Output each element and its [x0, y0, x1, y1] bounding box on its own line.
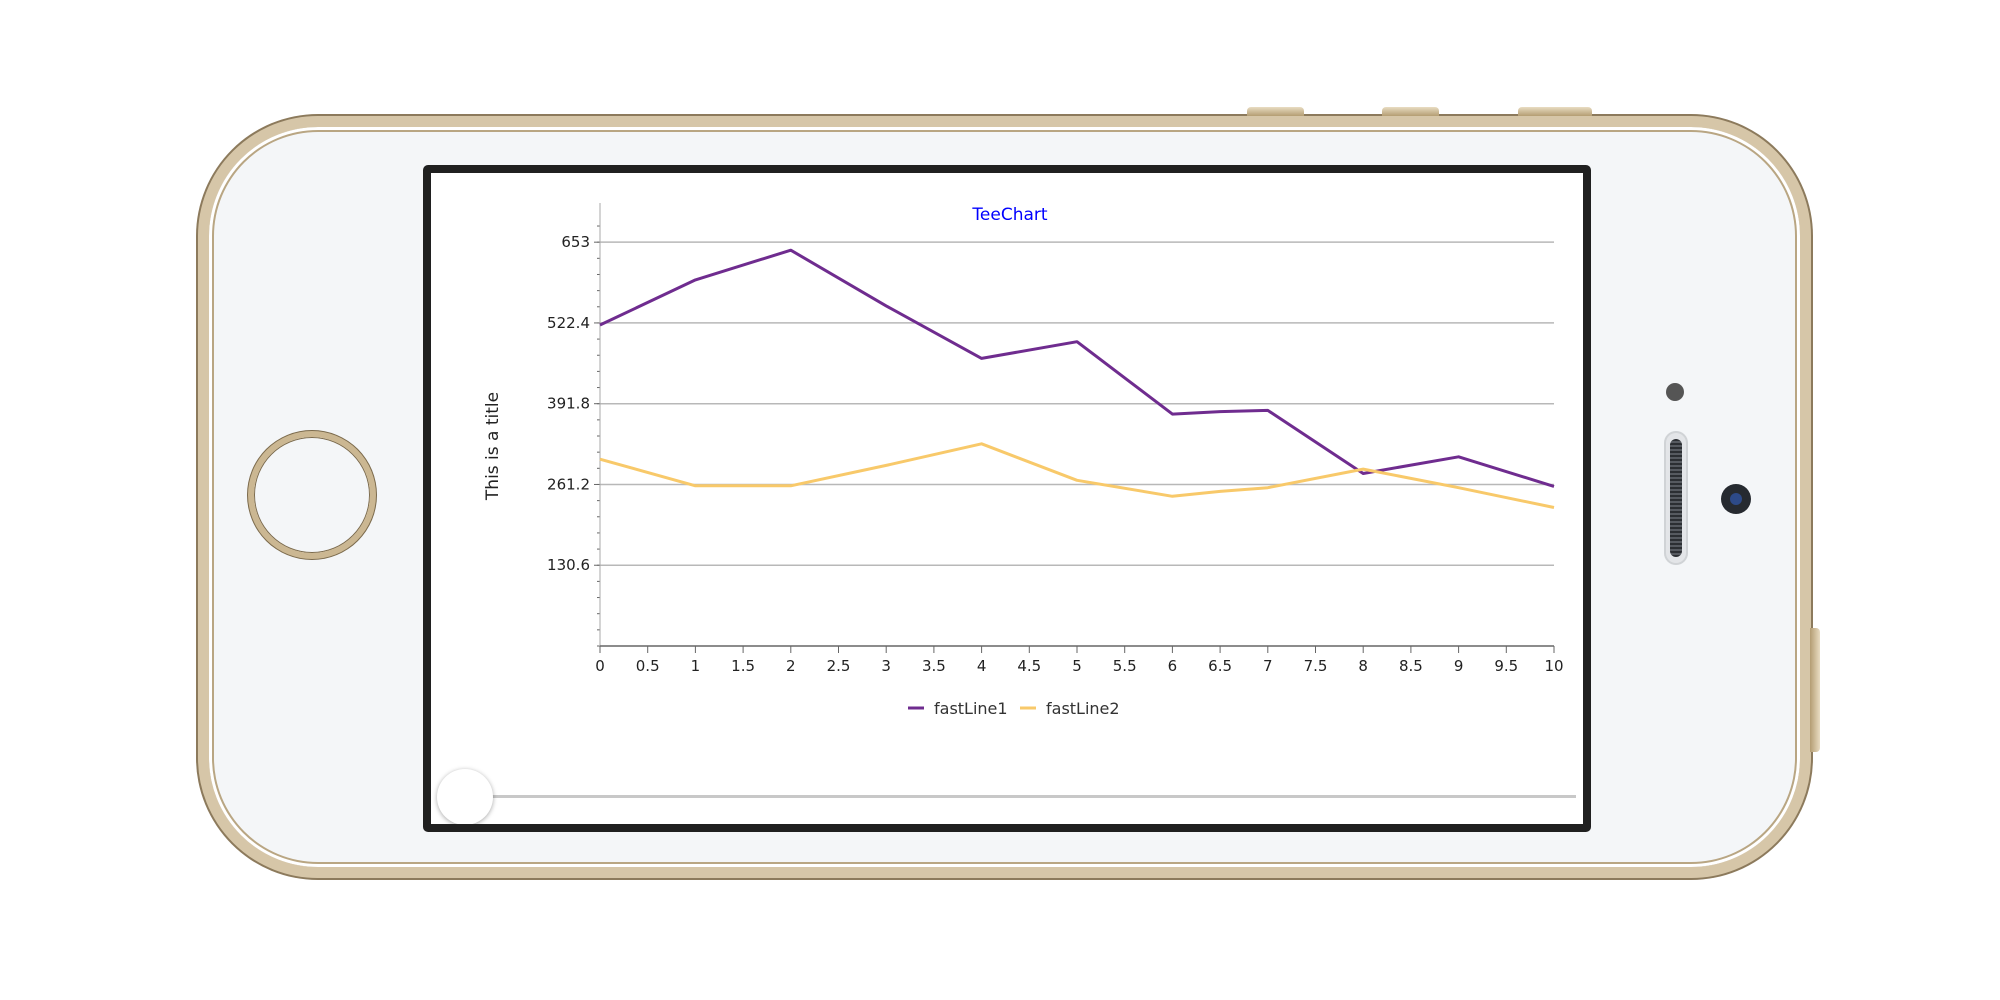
y-axis-label: This is a title: [483, 392, 503, 501]
front-camera-icon: [1721, 484, 1751, 514]
x-tick-label: 8.5: [1399, 657, 1423, 675]
phone-volume-button: [1810, 628, 1820, 752]
y-tick-label: 391.8: [547, 395, 590, 413]
x-tick-label: 2: [786, 657, 796, 675]
earpiece-speaker: [1664, 431, 1688, 565]
slider-thumb[interactable]: [437, 769, 493, 824]
phone-side-button-2: [1382, 107, 1439, 116]
x-tick-label: 4.5: [1017, 657, 1041, 675]
home-button[interactable]: [248, 431, 376, 559]
x-tick-label: 0: [595, 657, 605, 675]
phone-side-button-1: [1247, 107, 1304, 116]
y-tick-label: 653: [561, 233, 590, 251]
x-tick-label: 6: [1168, 657, 1178, 675]
x-tick-label: 1.5: [731, 657, 755, 675]
x-tick-label: 8: [1358, 657, 1368, 675]
y-tick-label: 130.6: [547, 556, 590, 574]
line-chart[interactable]: TeeChart This is a title 653522.4391.826…: [431, 173, 1583, 824]
x-tick-label: 7.5: [1304, 657, 1328, 675]
series-line-fastLine2: [599, 442, 1555, 509]
x-tick-label: 1: [691, 657, 701, 675]
phone-power-button: [1518, 107, 1592, 116]
x-tick-label: 0.5: [636, 657, 660, 675]
gridlines: [600, 241, 1554, 566]
x-tick-label: 10: [1544, 657, 1563, 675]
y-tick-label: 522.4: [547, 314, 590, 332]
series-lines: [599, 248, 1555, 509]
legend-label: fastLine2: [1046, 699, 1120, 718]
legend[interactable]: fastLine1 fastLine2: [908, 699, 1120, 718]
x-tick-label: 5: [1072, 657, 1082, 675]
legend-label: fastLine1: [934, 699, 1008, 718]
x-tick-label: 2.5: [827, 657, 851, 675]
x-tick-label: 3: [881, 657, 891, 675]
proximity-sensor: [1666, 383, 1684, 401]
app-screen: TeeChart This is a title 653 522.4 391.8 26…: [423, 165, 1591, 832]
x-tick-label: 9: [1454, 657, 1464, 675]
y-tick-label: 261.2: [547, 475, 590, 493]
slider-track[interactable]: [471, 795, 1576, 798]
x-tick-label: 7: [1263, 657, 1273, 675]
axes: 653 522.4 391.8 261.2 130.6 0 0.5 1 1.5 2 2.5 3 3.5 4…: [547, 203, 1564, 675]
x-tick-label: 9.5: [1494, 657, 1518, 675]
chart-title: TeeChart: [971, 205, 1047, 225]
x-tick-label: 4: [977, 657, 987, 675]
x-tick-label: 5.5: [1113, 657, 1137, 675]
x-tick-label: 3.5: [922, 657, 946, 675]
series-line-fastLine1: [599, 248, 1555, 488]
x-tick-label: 6.5: [1208, 657, 1232, 675]
